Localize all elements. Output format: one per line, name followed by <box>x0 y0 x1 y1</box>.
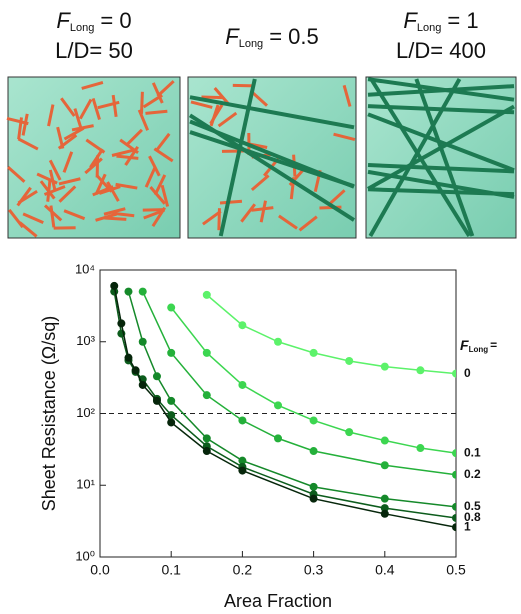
panel-box <box>366 77 516 238</box>
data-point <box>381 363 389 371</box>
legend-label: 0.1 <box>464 445 481 459</box>
legend-label: 0 <box>464 366 471 380</box>
chart: 10⁰10¹10²10³10⁴0.00.10.20.30.40.5Area Fr… <box>39 261 497 610</box>
data-point <box>345 357 353 365</box>
series-line <box>114 292 456 518</box>
data-point <box>139 381 147 389</box>
series-line <box>171 308 456 454</box>
data-point <box>274 434 282 442</box>
panel-label: FLong= 0.5 <box>225 24 318 50</box>
y-tick-label: 10¹ <box>76 477 95 492</box>
data-point <box>452 370 460 378</box>
x-tick-label: 0.3 <box>304 562 324 578</box>
data-point <box>274 401 282 409</box>
data-point <box>416 366 424 374</box>
legend-label: 1 <box>464 519 471 533</box>
data-point <box>124 288 132 296</box>
series-line <box>128 292 456 507</box>
data-point <box>117 319 125 327</box>
data-point <box>452 514 460 522</box>
y-tick-label: 10² <box>76 405 95 420</box>
data-point <box>310 495 318 503</box>
y-tick-label: 10³ <box>76 333 95 348</box>
data-point <box>238 467 246 475</box>
data-point <box>203 349 211 357</box>
data-point <box>203 447 211 455</box>
x-axis-label: Area Fraction <box>224 591 332 611</box>
data-point <box>310 483 318 491</box>
data-point <box>381 461 389 469</box>
short-rod <box>142 92 143 114</box>
data-point <box>203 291 211 299</box>
data-point <box>452 523 460 531</box>
short-rod <box>201 97 223 98</box>
data-point <box>124 354 132 362</box>
x-tick-label: 0.2 <box>233 562 253 578</box>
series-line <box>207 295 456 374</box>
y-axis-label: Sheet Resistance (Ω/sq) <box>39 316 59 512</box>
data-point <box>203 434 211 442</box>
x-tick-label: 0.1 <box>161 562 181 578</box>
panel-label: FLong= 1 <box>403 8 478 34</box>
panel-label: FLong= 0 <box>56 8 131 34</box>
data-point <box>452 503 460 511</box>
legend-label: 0.2 <box>464 467 481 481</box>
data-point <box>167 397 175 405</box>
panel-labels: FLong= 0 L/D= 50 FLong= 0.5 FLong= 1 L/D… <box>55 8 486 63</box>
data-point <box>139 288 147 296</box>
data-point <box>381 510 389 518</box>
data-point <box>452 449 460 457</box>
x-tick-label: 0.0 <box>90 562 110 578</box>
y-tick-label: 10⁴ <box>75 261 95 276</box>
legend-title-text: = <box>490 338 497 352</box>
data-point <box>153 397 161 405</box>
series-line <box>143 292 456 475</box>
data-point <box>381 437 389 445</box>
data-point <box>452 471 460 479</box>
short-rod <box>220 201 242 203</box>
panel-label: L/D= 50 <box>55 38 133 63</box>
legend-title: FLong= <box>460 337 497 354</box>
data-point <box>139 338 147 346</box>
data-point <box>167 349 175 357</box>
x-tick-label: 0.4 <box>375 562 395 578</box>
legend-title-subscript: Long <box>469 345 489 354</box>
short-rod <box>104 218 126 219</box>
data-point <box>153 372 161 380</box>
panel-label: L/D= 400 <box>396 38 486 63</box>
figure: FLong= 0 L/D= 50 FLong= 0.5 FLong= 1 L/D… <box>0 0 521 614</box>
panels <box>7 77 516 238</box>
data-point <box>238 381 246 389</box>
series-line <box>114 286 456 527</box>
data-point <box>238 321 246 329</box>
data-point <box>110 282 118 290</box>
plot-area <box>110 282 460 531</box>
data-point <box>345 428 353 436</box>
data-point <box>310 447 318 455</box>
data-point <box>203 391 211 399</box>
data-point <box>416 444 424 452</box>
data-point <box>238 416 246 424</box>
data-point <box>310 416 318 424</box>
data-point <box>381 495 389 503</box>
data-point <box>167 418 175 426</box>
data-point <box>274 338 282 346</box>
x-tick-label: 0.5 <box>446 562 466 578</box>
data-point <box>132 366 140 374</box>
data-point <box>167 304 175 312</box>
data-point <box>310 349 318 357</box>
